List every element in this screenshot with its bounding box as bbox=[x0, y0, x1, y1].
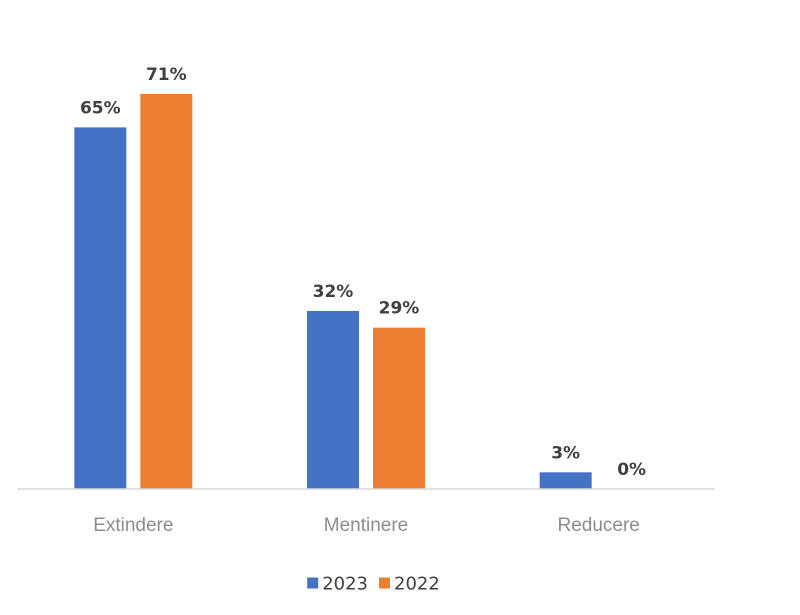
bar-extindere-2022 bbox=[140, 94, 193, 489]
legend: 2023 2022 bbox=[307, 574, 440, 595]
bar-mentinere-2023 bbox=[307, 310, 359, 489]
data-label-mentinere-2023: 32% bbox=[313, 282, 354, 302]
bar-extindere-2023 bbox=[74, 127, 127, 489]
legend-label-2022: 2022 bbox=[394, 574, 440, 595]
category-label-extindere: Extindere bbox=[93, 515, 173, 536]
data-label-reducere-2023: 3% bbox=[551, 443, 580, 463]
category-labels-group: Extindere Mentinere Reducere bbox=[93, 515, 640, 536]
data-label-mentinere-2022: 29% bbox=[379, 299, 420, 319]
legend-swatch-2022 bbox=[379, 577, 390, 589]
data-label-extindere-2023: 65% bbox=[80, 98, 121, 118]
category-label-mentinere: Mentinere bbox=[324, 515, 409, 536]
legend-swatch-2023 bbox=[307, 577, 319, 589]
data-label-extindere-2022: 71% bbox=[146, 65, 187, 85]
bar-reducere-2023 bbox=[539, 472, 592, 489]
data-label-reducere-2022: 0% bbox=[617, 460, 646, 480]
legend-label-2023: 2023 bbox=[322, 574, 368, 595]
bars-group bbox=[74, 94, 592, 489]
data-labels-group: 65% 71% 32% 29% 3% 0% bbox=[80, 65, 646, 480]
bar-mentinere-2022 bbox=[373, 327, 425, 489]
category-label-reducere: Reducere bbox=[557, 515, 639, 536]
